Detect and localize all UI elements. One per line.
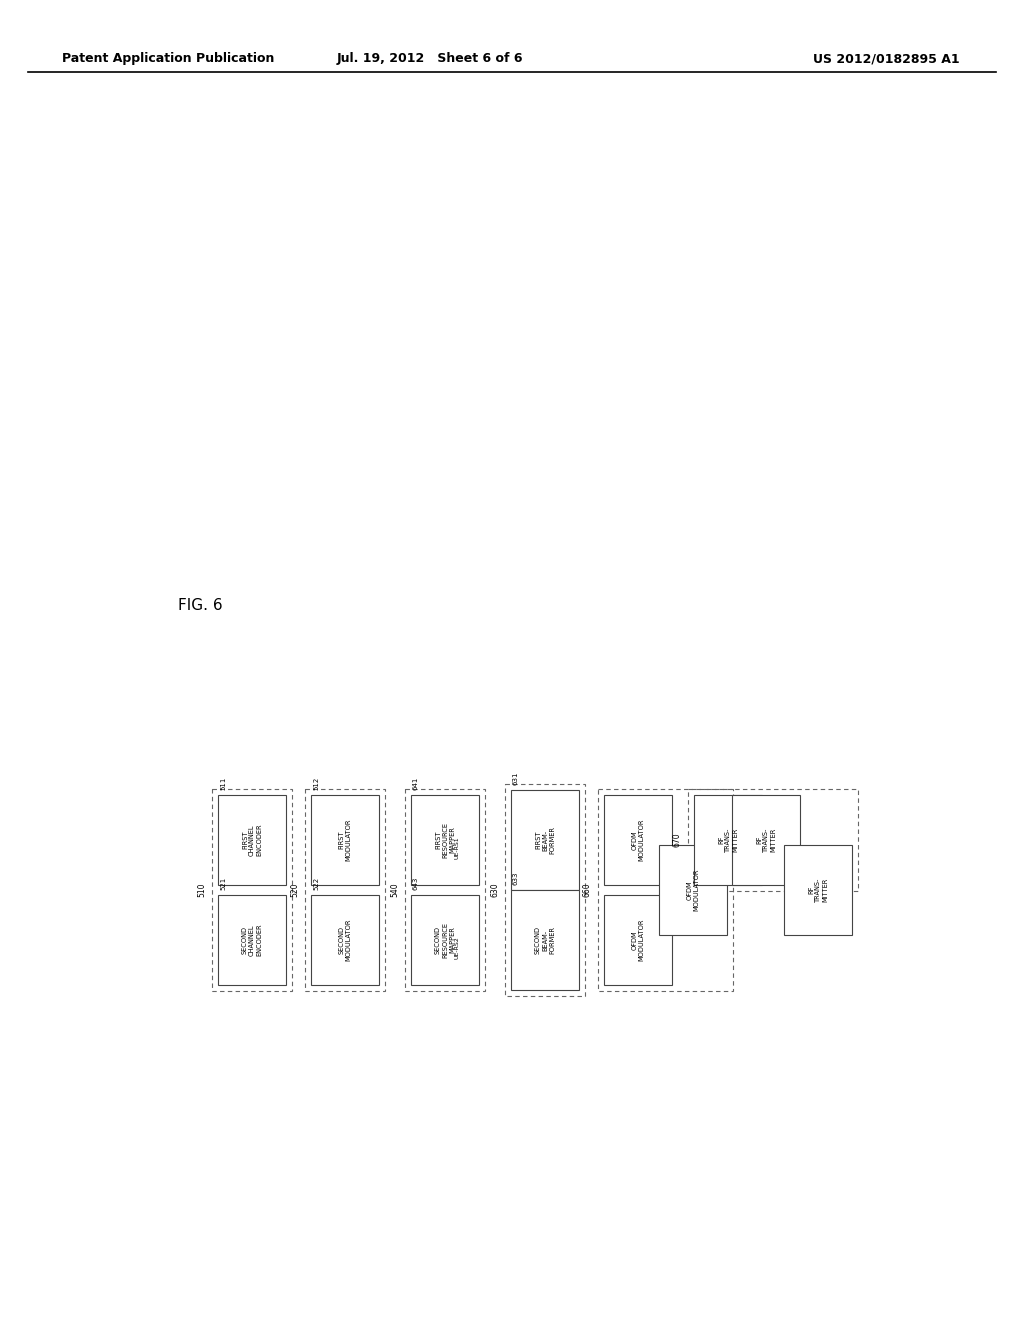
Text: 512: 512	[313, 776, 319, 789]
Text: 522: 522	[313, 876, 319, 890]
Bar	[218, 895, 286, 985]
Text: OFDM
MODULATOR: OFDM MODULATOR	[632, 919, 644, 961]
Bar	[305, 789, 385, 991]
Bar	[311, 795, 379, 884]
Bar	[212, 789, 292, 991]
Bar	[604, 795, 672, 884]
Text: 540: 540	[390, 883, 399, 898]
Text: 631: 631	[513, 771, 519, 785]
Text: FIRST
RESOURCE
MAPPER: FIRST RESOURCE MAPPER	[435, 822, 455, 858]
Text: SECOND
RESOURCE
MAPPER: SECOND RESOURCE MAPPER	[435, 921, 455, 958]
Text: 510: 510	[197, 883, 206, 898]
Bar	[598, 789, 733, 991]
Bar	[411, 795, 479, 884]
Text: OFDM
MODULATOR: OFDM MODULATOR	[632, 818, 644, 861]
Bar	[732, 795, 800, 884]
Bar	[218, 795, 286, 884]
Text: FIRST
MODULATOR: FIRST MODULATOR	[339, 818, 351, 861]
Text: 630: 630	[490, 883, 499, 898]
Bar	[659, 845, 727, 935]
Text: UE-RS1: UE-RS1	[455, 837, 460, 859]
Bar	[694, 795, 762, 884]
Text: FIRST
BEAM-
FORMER: FIRST BEAM- FORMER	[535, 826, 555, 854]
Bar	[604, 895, 672, 985]
Bar	[688, 789, 858, 891]
Bar	[784, 845, 852, 935]
Text: RF
TRANS-
MITTER: RF TRANS- MITTER	[718, 828, 738, 853]
Text: RF
TRANS-
MITTER: RF TRANS- MITTER	[808, 878, 828, 902]
Text: SECOND
CHANNEL
ENCODER: SECOND CHANNEL ENCODER	[242, 924, 262, 956]
Bar	[411, 895, 479, 985]
Bar	[505, 784, 585, 997]
Text: 521: 521	[220, 876, 226, 890]
Text: Jul. 19, 2012   Sheet 6 of 6: Jul. 19, 2012 Sheet 6 of 6	[337, 51, 523, 65]
Bar	[406, 789, 485, 991]
Text: 520: 520	[290, 883, 299, 898]
Text: 511: 511	[220, 776, 226, 789]
Text: OFDM
MODULATOR: OFDM MODULATOR	[686, 869, 699, 911]
Text: UE-RS2: UE-RS2	[455, 937, 460, 960]
Text: FIG. 6: FIG. 6	[178, 598, 222, 612]
Text: 643: 643	[413, 876, 419, 890]
Text: 633: 633	[513, 871, 519, 884]
Text: RF
TRANS-
MITTER: RF TRANS- MITTER	[756, 828, 776, 853]
Bar	[511, 890, 579, 990]
Text: 641: 641	[413, 776, 419, 789]
Text: FIRST
CHANNEL
ENCODER: FIRST CHANNEL ENCODER	[242, 824, 262, 857]
Text: Patent Application Publication: Patent Application Publication	[62, 51, 274, 65]
Text: SECOND
BEAM-
FORMER: SECOND BEAM- FORMER	[535, 927, 555, 954]
Bar	[511, 789, 579, 890]
Text: 670: 670	[673, 833, 682, 847]
Text: SECOND
MODULATOR: SECOND MODULATOR	[339, 919, 351, 961]
Bar	[311, 895, 379, 985]
Text: 660: 660	[583, 883, 592, 898]
Text: US 2012/0182895 A1: US 2012/0182895 A1	[813, 51, 961, 65]
